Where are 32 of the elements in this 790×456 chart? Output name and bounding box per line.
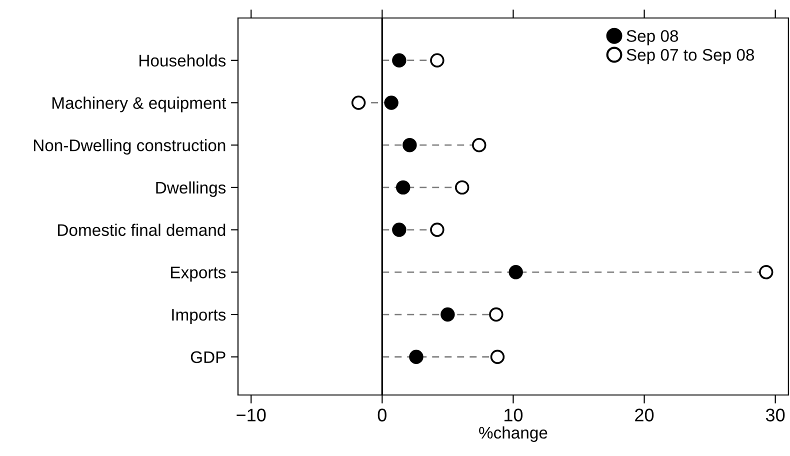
x-tick-label: 30: [766, 408, 785, 422]
point: [351, 96, 366, 110]
point: [759, 265, 774, 280]
y-tick-label: Imports: [172, 309, 226, 324]
point: [454, 180, 470, 195]
y-tick-label: Machinery & equipment: [52, 96, 226, 112]
legend-label: Sep 08: [626, 30, 678, 46]
x-tick-label: 20: [635, 408, 654, 422]
legend-label: Sep 07 to Sep 08: [626, 48, 754, 64]
y-tick-label: Non-Dwelling construction: [34, 139, 226, 155]
x-tick-label: 0: [378, 408, 386, 422]
point: [508, 265, 523, 280]
y-tick-label: GDP: [190, 351, 226, 364]
point: [440, 307, 455, 322]
y-tick-label: Exports: [171, 266, 226, 282]
x-tick-label: 10: [504, 408, 523, 422]
point: [402, 138, 417, 152]
point: [430, 222, 444, 237]
point: [392, 53, 406, 68]
point: [430, 53, 444, 68]
x-tick-label: −10: [236, 408, 266, 422]
point: [409, 350, 424, 364]
y-tick-label: Households: [140, 54, 226, 67]
point: [384, 96, 398, 110]
y-tick-label: Domestic final demand: [58, 224, 226, 236]
point: [396, 180, 410, 195]
point: [489, 307, 504, 322]
point: [490, 350, 505, 364]
point: [472, 138, 486, 152]
x-axis-title: %change: [479, 426, 548, 442]
y-tick-label: Dwellings: [156, 181, 226, 197]
point: [392, 222, 406, 237]
